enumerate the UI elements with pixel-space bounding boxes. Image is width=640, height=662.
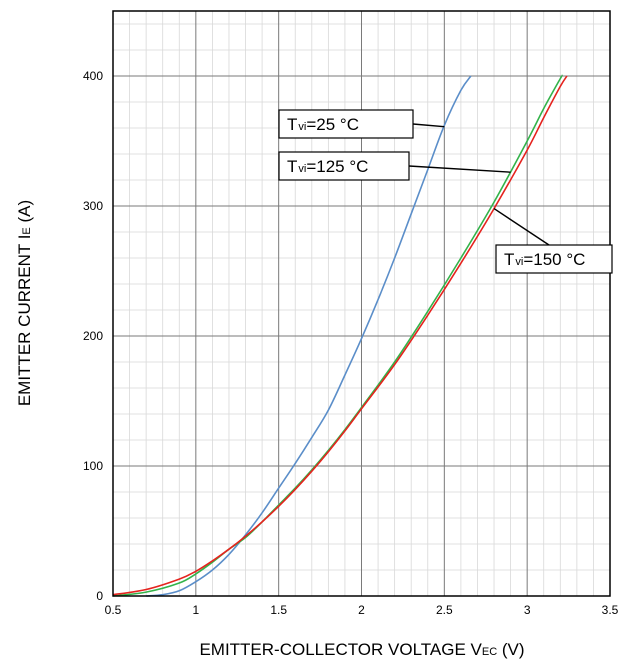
x-tick-label: 3.5 (602, 603, 619, 617)
series-label-1: Tvi=25 °C (287, 115, 359, 134)
x-tick-label: 2 (358, 603, 365, 617)
series-label-box-1 (278, 109, 414, 139)
plot-frame (112, 10, 611, 597)
leader-line-3 (493, 208, 550, 246)
leader-lines (408, 123, 550, 246)
x-tick-label: 1 (192, 603, 199, 617)
series-label-box-3 (495, 244, 613, 274)
series-label-2: Tvi=125 °C (287, 157, 368, 176)
y-tick-label: 0 (96, 589, 103, 603)
y-tick-labels: 0 100 200 300 400 (83, 69, 103, 603)
series-line-1 (146, 75, 472, 597)
y-tick-label: 400 (83, 69, 103, 83)
y-tick-label: 300 (83, 199, 103, 213)
y-axis-title: EMITTER CURRENT IE (A) (15, 200, 34, 406)
leader-line-2 (408, 165, 511, 173)
x-tick-label: 0.5 (105, 603, 122, 617)
x-tick-labels: 0.5 1 1.5 2 2.5 3 3.5 (105, 603, 619, 617)
x-tick-label: 2.5 (436, 603, 453, 617)
series-label-box-2 (278, 151, 410, 181)
series-layer (112, 74, 568, 597)
leader-line-1 (412, 123, 445, 128)
series-line-2 (112, 74, 563, 597)
x-tick-label: 3 (524, 603, 531, 617)
series-line-3 (112, 75, 568, 596)
y-tick-label: 200 (83, 329, 103, 343)
series-labels: Tvi=25 °C Tvi=125 °C Tvi=150 °C (278, 109, 613, 274)
major-grid (112, 11, 611, 597)
y-tick-label: 100 (83, 459, 103, 473)
x-tick-label: 1.5 (270, 603, 287, 617)
series-label-3: Tvi=150 °C (504, 250, 585, 269)
x-axis-title: EMITTER-COLLECTOR VOLTAGE VEC (V) (199, 640, 524, 659)
